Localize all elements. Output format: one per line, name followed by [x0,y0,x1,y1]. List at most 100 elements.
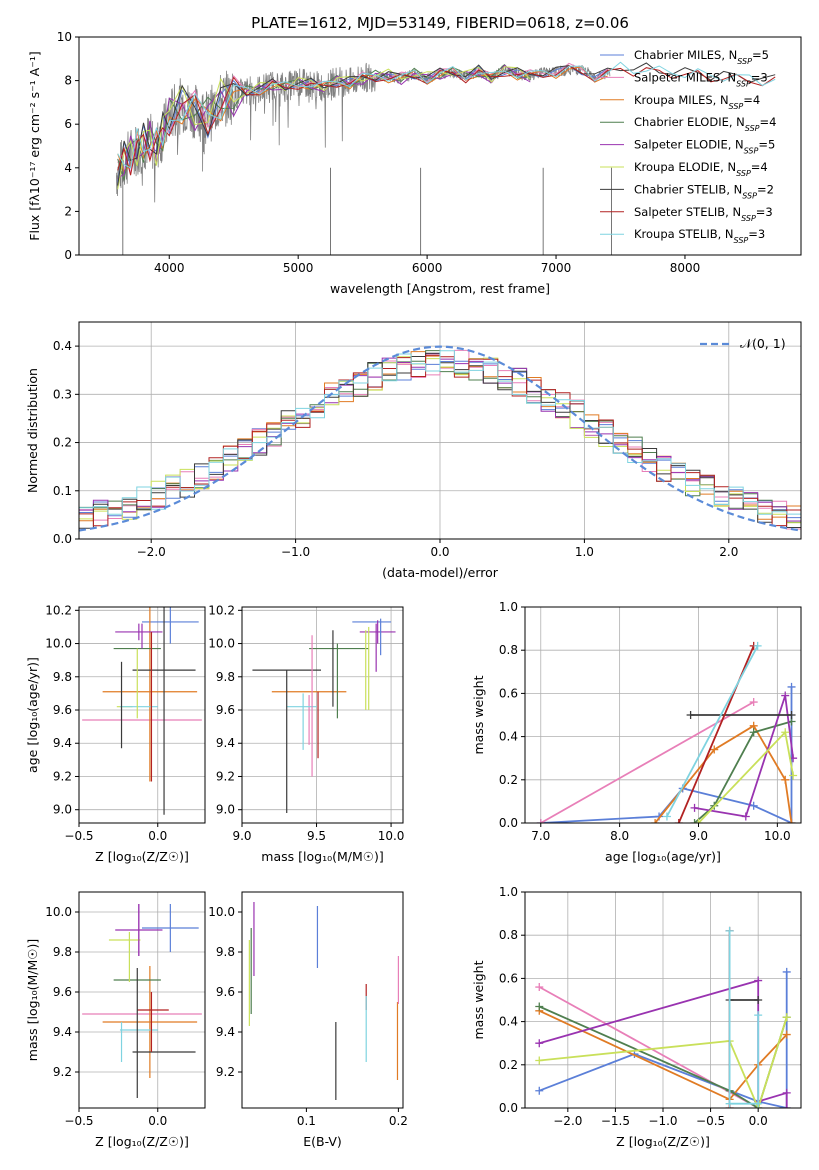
x-axis-label: Z [log₁₀(Z/Z☉)] [95,1134,189,1149]
mass-weight-marker [787,819,796,823]
x-tick-label: 0.0 [430,545,449,559]
x-tick-label: −1.0 [648,1114,677,1128]
model-line [117,64,531,181]
y-tick-label: 9.2 [53,769,72,783]
mass-weight-marker [535,983,544,992]
y-tick-label: 1.0 [499,600,518,614]
y-tick-label: 0.3 [53,387,72,401]
model-line [117,62,608,174]
axes-frame [78,606,206,824]
x-axis-label: E(B-V) [303,1134,342,1149]
x-tick-label: −1.0 [281,545,310,559]
y-tick-label: 0.4 [53,339,72,353]
y-tick-label: 10.0 [45,905,72,919]
mass-weight-marker [535,1056,544,1065]
mass-weight-marker [787,711,796,719]
legend-entry: Chabrier ELODIE, NSSP=4 [634,115,776,133]
y-tick-label: 0.8 [499,928,518,942]
x-tick-label: 10.0 [764,829,791,843]
x-tick-label: 9.0 [232,829,251,843]
plot-area [536,641,798,823]
mass-weight-marker [782,1088,791,1097]
x-tick-label: 0.0 [749,1114,768,1128]
x-tick-label: 8000 [670,261,701,275]
axes-frame [241,891,404,1109]
y-tick-label: 9.8 [53,945,72,959]
y-tick-label: 9.8 [216,945,235,959]
x-tick-label: 6000 [412,261,443,275]
y-tick-label: 0.4 [499,1015,518,1029]
x-tick-label: −2.0 [137,545,166,559]
model-line [117,65,776,176]
mass-weight-marker [754,1011,763,1020]
y-tick-label: 9.2 [216,769,235,783]
chart-mass_age: 9.0 9.5 10.0 9.0 9.2 9.4 9.6 9.8 10.0 10.2 mass [l… [208,603,404,864]
mass-weight-marker [781,691,790,700]
mass-weight-marker [781,728,790,737]
mass-weight-marker [749,698,758,707]
x-tick-label: −2.0 [553,1114,582,1128]
y-tick-label: 4 [64,161,72,175]
y-tick-label: 0.6 [499,971,518,985]
mass-weight-marker [749,801,758,810]
y-axis-label: age [log₁₀(age/yr)] [25,657,40,773]
y-tick-label: 9.0 [216,803,235,817]
legend-entry: Salpeter MILES, NSSP=3 [634,70,768,88]
plot-area [252,618,396,814]
plot-area [79,345,801,532]
y-tick-label: 0.0 [499,1101,518,1115]
y-tick-label: 9.4 [216,736,235,750]
x-tick-label: 7000 [541,261,572,275]
chart-residuals: −2.0 −1.0 0.0 1.0 2.0 0.0 0.1 0.2 0.3 0.4 (data-mo… [25,321,802,580]
mass-weight-marker [782,1030,791,1039]
y-tick-label: 2 [64,204,72,218]
legend-entry: Chabrier STELIB, NSSP=2 [634,182,774,200]
residual-histogram [79,350,801,515]
x-tick-label: 0.0 [148,829,167,843]
y-tick-label: 10.0 [208,637,235,651]
legend-entry: Kroupa ELODIE, NSSP=4 [634,160,768,178]
mass-weight-marker [535,1039,544,1048]
y-tick-label: 0.0 [499,816,518,830]
mass-weight-marker [754,1099,763,1108]
y-tick-label: 9.4 [216,1025,235,1039]
y-tick-label: 0.8 [499,643,518,657]
mass-weight-marker [782,967,791,976]
mass-weight-marker [536,819,545,823]
chart-z_mass: −0.5 0.0 9.2 9.4 9.6 9.8 10.0 Z [log₁₀(Z/Z☉)] ma… [25,891,206,1149]
panels-container: 4000 5000 6000 7000 8000 0 2 4 6 8 10 wavelength [A… [25,30,802,1149]
y-tick-label: 0.2 [53,436,72,450]
mass-weight-marker [535,1086,544,1095]
x-tick-label: 5000 [283,261,314,275]
chart-ebv_mass: 0.1 0.2 9.2 9.4 9.6 9.8 10.0 E(B-V) [208,891,408,1149]
y-tick-label: 10.0 [208,905,235,919]
x-tick-label: 1.0 [575,545,594,559]
x-tick-label: −0.5 [696,1114,725,1128]
mass-weight-marker [694,819,703,823]
x-tick-label: 9.0 [689,829,708,843]
mass-weight-line [728,930,760,1105]
plot-area [116,61,776,255]
y-tick-label: 9.6 [216,703,235,717]
mass-weight-marker [662,812,671,821]
mass-weight-marker [782,1104,791,1108]
mass-weight-marker [753,641,762,650]
mass-weight-marker [741,812,750,821]
y-axis-label: mass [log₁₀(M/M☉)] [25,939,40,1061]
y-tick-label: 8 [64,74,72,88]
chart-z_weight: −2.0 −1.5 −1.0 −0.5 0.0 0.0 0.2 0.4 0.6 0.8 1.0 Z [… [471,885,802,1149]
mass-weight-marker [787,682,796,691]
x-tick-label: 9.5 [307,829,326,843]
mass-weight-line [539,1017,788,1108]
y-tick-label: 0.0 [53,532,72,546]
y-tick-label: 9.8 [53,670,72,684]
axes-frame [524,606,802,824]
x-tick-label: 0.2 [389,1114,408,1128]
chart-spectrum: 4000 5000 6000 7000 8000 0 2 4 6 8 10 wavelength [A… [27,30,802,296]
x-axis-label: Z [log₁₀(Z/Z☉)] [95,849,189,864]
y-tick-label: 9.2 [53,1065,72,1079]
mass-weight-marker [725,926,734,935]
x-tick-label: 10.0 [378,829,405,843]
y-tick-label: 10.0 [45,637,72,651]
y-tick-label: 0.4 [499,730,518,744]
